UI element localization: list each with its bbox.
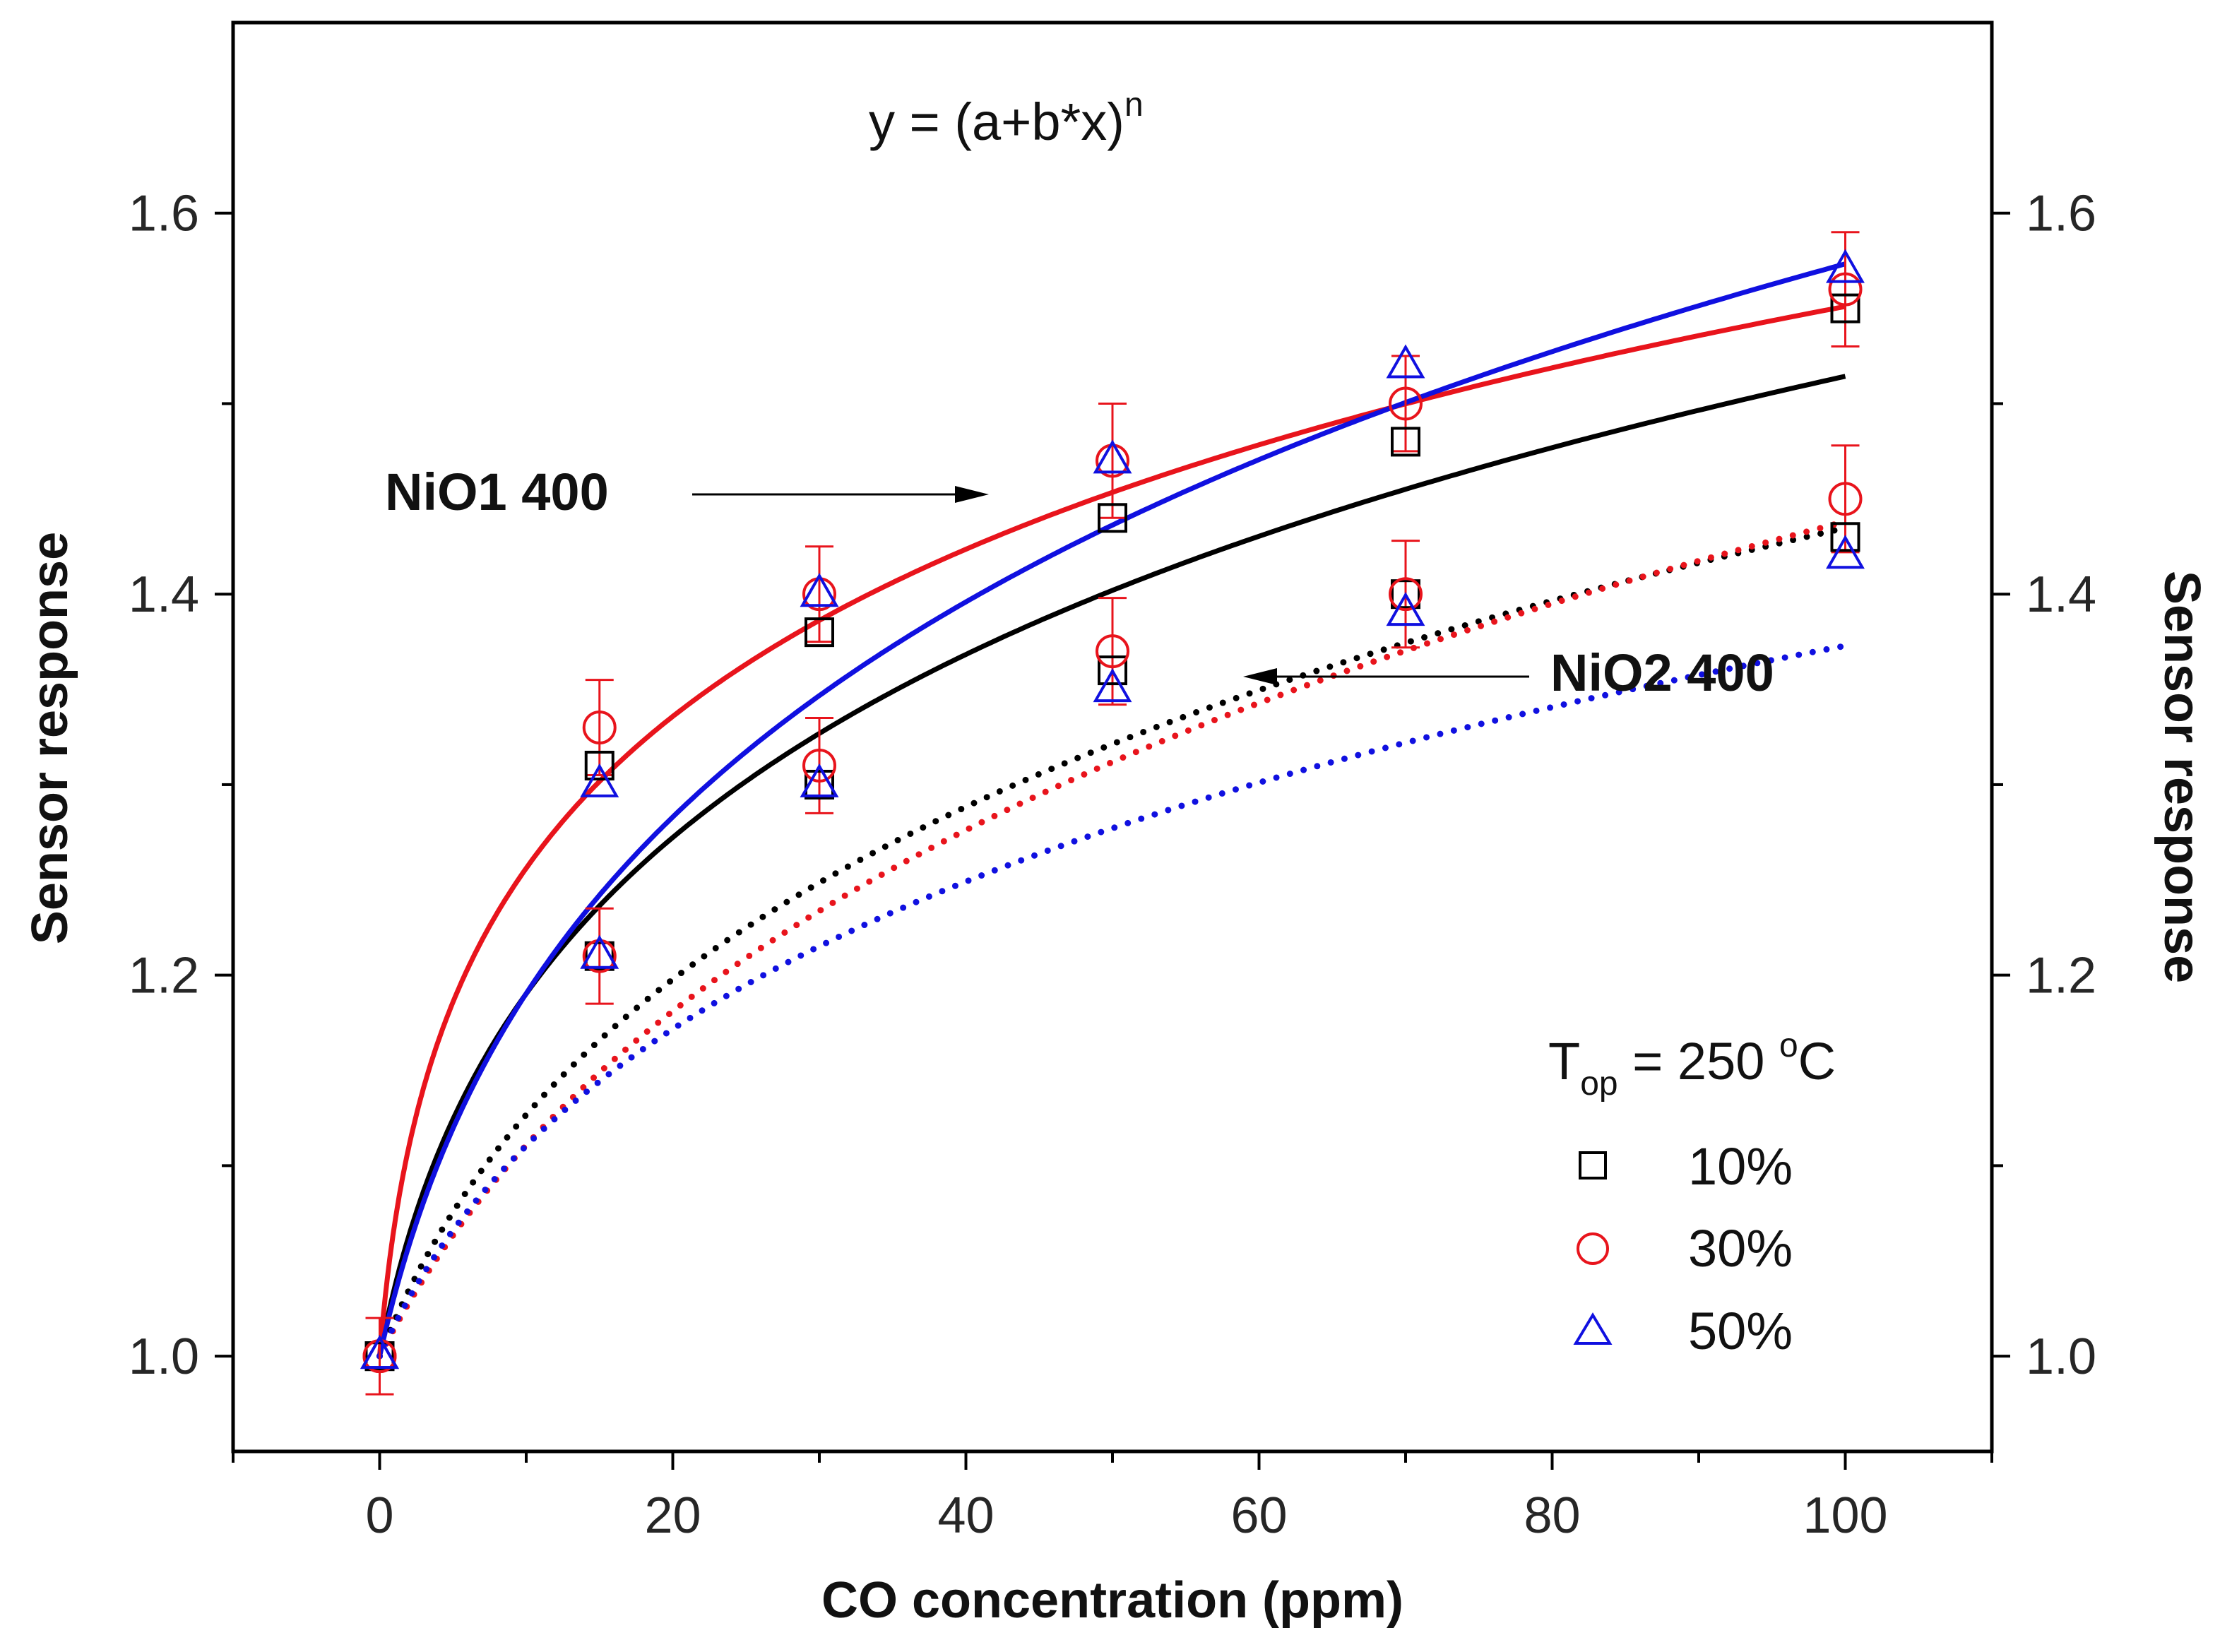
y-tick-label-right: 1.6 [2026, 186, 2096, 242]
data-point-triangle [580, 934, 619, 969]
data-point-circle [1096, 634, 1129, 669]
data-point-triangle [1386, 592, 1425, 626]
data-point-triangle [800, 573, 839, 607]
data-point-circle [1389, 386, 1423, 421]
legend-label-50: 50% [1688, 1302, 1793, 1360]
legend-title-unit: C [1798, 1032, 1836, 1091]
annotation-nio1-arrowhead [955, 486, 989, 503]
legend-title-sub: op [1580, 1065, 1617, 1103]
legend-title-sup: o [1779, 1027, 1798, 1064]
y-tick-label-right: 1.2 [2026, 948, 2096, 1004]
fit-curve [377, 261, 1846, 1357]
annotation-nio1: NiO1 400 [385, 463, 609, 521]
y-tick-label-left: 1.2 [129, 948, 199, 1004]
data-point-triangle [1386, 344, 1425, 379]
data-point-triangle [580, 763, 619, 797]
data-point-circle [582, 711, 617, 745]
fit-curve [376, 642, 1848, 1360]
data-point-square [1391, 427, 1420, 457]
data-markers [360, 249, 1865, 1374]
x-tick-label: 60 [1230, 1487, 1287, 1544]
y-tick-label-right: 1.0 [2026, 1329, 2096, 1385]
data-point-circle [1828, 482, 1863, 516]
x-tick-label: 40 [937, 1487, 994, 1544]
data-point-circle [802, 748, 836, 783]
annotation-nio2: NiO2 400 [1550, 643, 1774, 702]
equation-exponent: n [1124, 86, 1144, 124]
y-tick-label-left: 1.0 [129, 1329, 199, 1385]
legend-marker-triangle [1573, 1312, 1613, 1345]
data-point-square [364, 1341, 395, 1372]
fit-equation: y = (a+b*x)n [869, 86, 1144, 151]
data-point-square [805, 617, 834, 648]
data-point-square [1391, 579, 1420, 610]
legend-title-t: T [1548, 1032, 1580, 1091]
x-tick-label: 80 [1524, 1487, 1580, 1544]
error-bars [365, 231, 1860, 1396]
x-axis-title: CO concentration (ppm) [821, 1572, 1403, 1629]
data-point-circle [1828, 272, 1863, 307]
data-point-triangle [1093, 668, 1132, 703]
y-tick-label-left: 1.6 [129, 186, 199, 242]
tick-labels: 0 20 40 60 80 100 1.0 1.0 1.2 1.2 1.4 1.4 1.6 1.6 [129, 186, 2096, 1544]
fit-curve [377, 374, 1846, 1357]
x-tick-label: 0 [365, 1487, 393, 1544]
y-axis-title-left: Sensor response [22, 532, 78, 944]
x-tick-label: 20 [644, 1487, 701, 1544]
fit-curves [376, 261, 1848, 1360]
data-point-circle [1389, 577, 1423, 612]
fit-curve [376, 525, 1848, 1360]
equation-base: y = (a+b*x) [869, 93, 1124, 151]
y-tick-label-left: 1.4 [129, 566, 199, 623]
data-point-triangle [1826, 249, 1865, 283]
data-point-square [1098, 655, 1127, 686]
legend-marker-square [1579, 1151, 1607, 1179]
data-point-triangle [360, 1335, 399, 1369]
legend-title-mid: = 250 [1618, 1032, 1779, 1091]
data-point-square [584, 941, 615, 971]
data-point-square [1830, 293, 1860, 323]
y-tick-label-right: 1.4 [2026, 566, 2096, 623]
annotation-nio2-arrowhead [1243, 668, 1277, 685]
data-point-square [805, 769, 834, 800]
data-point-square [584, 750, 615, 780]
x-tick-label: 100 [1803, 1487, 1887, 1544]
axis-ticks [215, 211, 2010, 1470]
legend-title: Top = 250 oC [1548, 1027, 1836, 1103]
legend: Top = 250 oC 10% 30% 50% [1548, 1027, 1836, 1360]
data-point-triangle [800, 763, 839, 797]
data-point-square [1098, 503, 1127, 533]
legend-label-10: 10% [1688, 1137, 1793, 1196]
y-axis-title-right: Sensor response [2154, 571, 2210, 983]
data-point-triangle [1093, 439, 1132, 474]
legend-label-30: 30% [1688, 1219, 1793, 1278]
legend-marker-circle [1577, 1232, 1609, 1265]
data-point-triangle [1826, 535, 1865, 569]
data-point-square [1830, 522, 1860, 552]
